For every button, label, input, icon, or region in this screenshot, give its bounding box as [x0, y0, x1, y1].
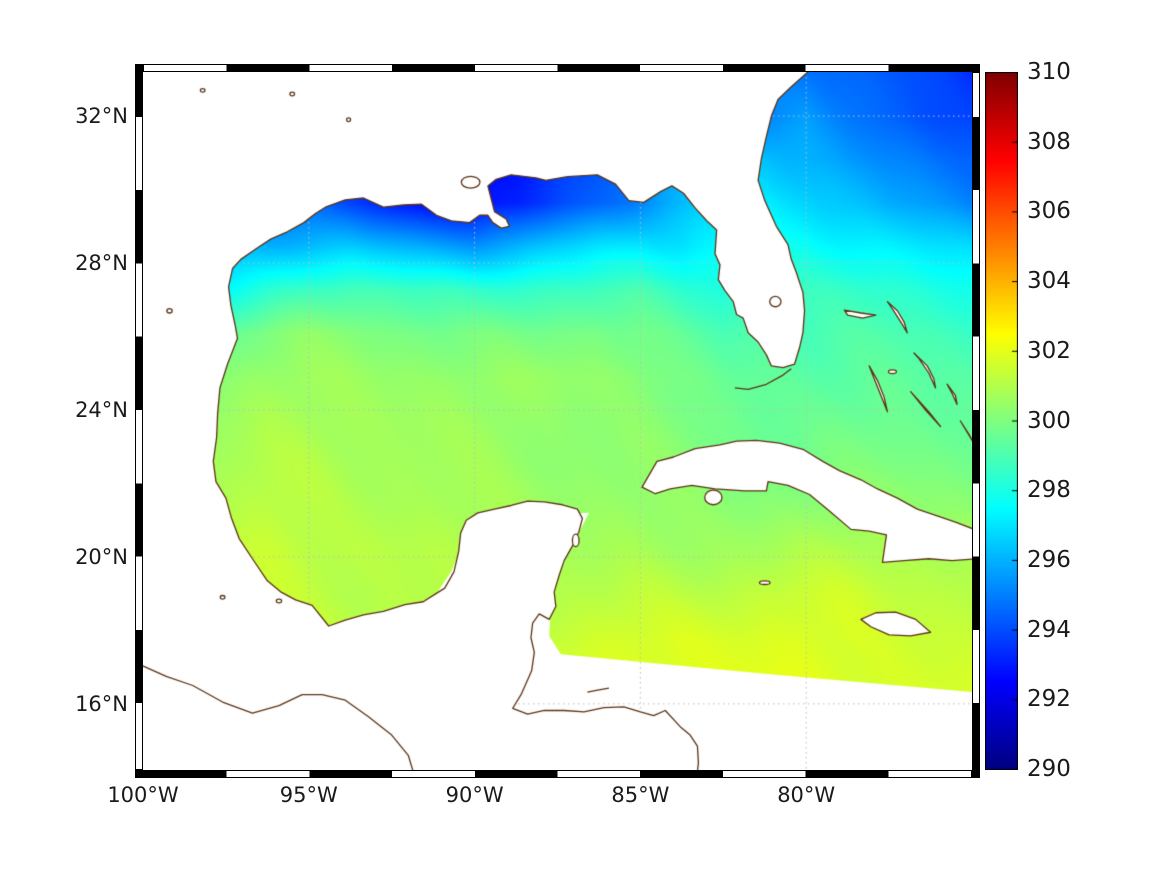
- x-tick-label: 90°W: [445, 783, 504, 807]
- colorbar-tick-label: 306: [1027, 198, 1071, 225]
- colorbar-tick-label: 292: [1027, 686, 1071, 713]
- colorbar-tick-label: 302: [1027, 337, 1071, 364]
- y-tick-label: 28°N: [75, 251, 128, 276]
- map-frame-corner-tr: [972, 64, 980, 72]
- colorbar-tick-label: 304: [1027, 268, 1071, 295]
- colorbar-tick-label: 298: [1027, 477, 1071, 504]
- colorbar-tick-label: 300: [1027, 407, 1071, 434]
- x-tick-label: 80°W: [777, 783, 836, 807]
- y-tick-label: 20°N: [75, 544, 128, 569]
- colorbar: [985, 72, 1018, 770]
- colorbar-tick-label: 308: [1027, 128, 1071, 155]
- map-frame-corner-br: [972, 770, 980, 778]
- map-frame-left: [135, 72, 143, 770]
- x-tick-label: 100°W: [107, 783, 179, 807]
- map-frame-corner-bl: [135, 770, 143, 778]
- map-frame-bottom: [143, 770, 972, 778]
- map-frame-top: [143, 64, 972, 72]
- map-frame-corner-tl: [135, 64, 143, 72]
- colorbar-tick-label: 296: [1027, 546, 1071, 573]
- map-plot-canvas: [143, 72, 972, 770]
- colorbar-tick-label: 294: [1027, 616, 1071, 643]
- y-tick-label: 16°N: [75, 691, 128, 716]
- colorbar-tick-label: 310: [1027, 59, 1071, 85]
- y-tick-label: 24°N: [75, 397, 128, 422]
- colorbar-tick-label: 290: [1027, 756, 1071, 782]
- x-tick-label: 85°W: [611, 783, 670, 807]
- x-tick-label: 95°W: [279, 783, 338, 807]
- y-tick-label: 32°N: [75, 104, 128, 129]
- map-frame-right: [972, 72, 980, 770]
